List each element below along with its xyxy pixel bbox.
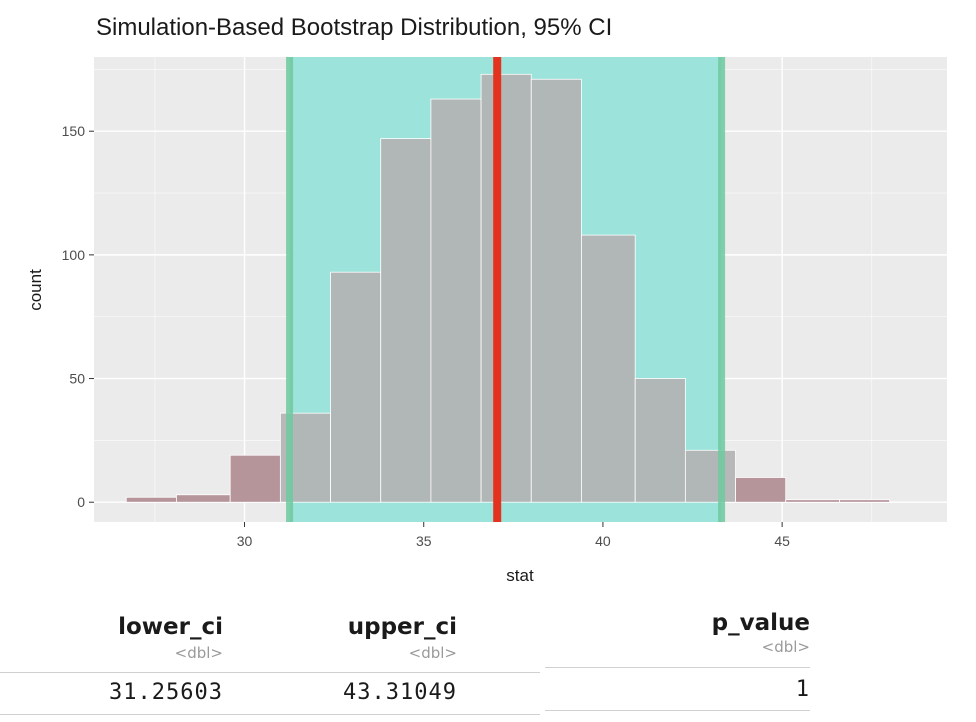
histogram-bar [480,73,532,503]
cell-p-value: 1 [795,677,810,702]
histogram-bar [125,496,177,503]
histogram-bar [430,98,482,503]
column-type-upper-ci: <dbl> [408,644,457,662]
p-value-table: p_value <dbl> 1 [545,600,825,722]
header-divider [0,672,540,673]
histogram-bar [176,494,231,503]
histogram-bar [839,499,891,503]
column-header-upper-ci: upper_ci [347,614,457,640]
x-axis-ticks: 30 35 40 45 [237,522,790,549]
histogram-bar [330,271,382,503]
x-tick-label: 30 [237,533,253,549]
histogram-bar [380,138,432,503]
x-tick-label: 40 [595,533,611,549]
histogram-bar [735,477,787,503]
column-header-lower-ci: lower_ci [118,614,223,640]
row-divider [545,710,810,711]
row-divider [0,714,540,715]
y-tick-label: 50 [69,371,85,387]
y-tick-label: 150 [62,123,86,139]
y-tick-label: 0 [77,494,85,510]
histogram-bar [530,78,582,503]
y-axis-ticks: 0 50 100 150 [62,123,94,510]
x-tick-label: 35 [416,533,432,549]
y-axis-title: count [26,269,45,311]
x-tick-label: 45 [774,533,790,549]
histogram-plot: 30 35 40 45 0 50 100 150 stat count [26,57,947,585]
confidence-interval-lines [286,57,726,522]
column-type-lower-ci: <dbl> [174,644,223,662]
y-tick-label: 100 [62,247,86,263]
histogram-bar [581,234,636,503]
histogram-bar [684,449,736,503]
histogram-bar [634,378,686,503]
chart-title: Simulation-Based Bootstrap Distribution,… [96,14,613,41]
header-divider [545,667,810,668]
column-header-p-value: p_value [711,610,810,636]
cell-upper-ci: 43.31049 [343,680,457,705]
histogram-bar [229,454,281,503]
x-axis-title: stat [506,566,534,585]
cell-lower-ci: 31.25603 [109,680,223,705]
histogram-bar [785,499,840,503]
histogram-bars [125,73,891,503]
column-type-p-value: <dbl> [761,638,810,656]
ci-table: lower_ci <dbl> upper_ci <dbl> 31.25603 4… [0,600,545,722]
